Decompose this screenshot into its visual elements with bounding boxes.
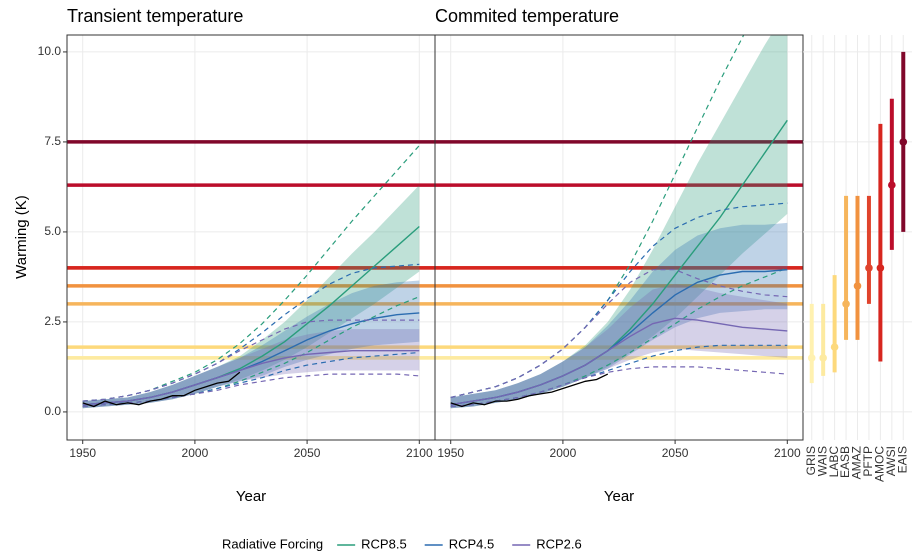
x-tick-label: 2050 <box>662 446 689 460</box>
uncertainty-band <box>82 185 420 409</box>
legend-label: RCP2.6 <box>536 536 582 551</box>
x-tick-label: 2000 <box>182 446 209 460</box>
median-line <box>450 317 788 406</box>
y-tick-label: 10.0 <box>38 44 62 58</box>
x-tick-label: 2100 <box>774 446 801 460</box>
legend-label: RCP8.5 <box>361 536 407 551</box>
x-tick-label: EASB <box>838 446 852 478</box>
x-tick-label: WAIS <box>815 446 829 476</box>
panel-title: Transient temperature <box>67 6 243 26</box>
panel-border <box>434 34 804 441</box>
uncertainty-band <box>450 222 788 409</box>
plot-area <box>435 35 803 409</box>
panel-title: Commited temperature <box>435 6 619 26</box>
median-line <box>82 350 420 406</box>
x-axis-label: Year <box>604 488 634 505</box>
x-axis-label: Year <box>236 488 266 505</box>
range-line <box>450 366 788 408</box>
x-tick-label: 2050 <box>294 446 321 460</box>
x-tick-label: PFTP <box>861 446 875 477</box>
uncertainty-band <box>450 35 788 409</box>
range-line <box>450 269 788 399</box>
x-tick-label: AMAZ <box>850 446 864 479</box>
y-tick-label: 2.5 <box>44 314 61 328</box>
x-tick-label: EAIS <box>895 446 909 473</box>
y-axis-label: Warming (K) <box>13 195 30 279</box>
x-tick-label: AWSI <box>884 446 898 476</box>
point <box>807 354 816 362</box>
point <box>899 138 908 146</box>
panel-background <box>435 35 803 440</box>
observed-line <box>82 371 241 408</box>
x-tick-label: 2100 <box>406 446 433 460</box>
point <box>888 181 896 189</box>
x-tick-label: 2000 <box>550 446 577 460</box>
point <box>842 300 850 308</box>
x-tick-label: GRIS <box>804 446 818 475</box>
point <box>853 282 862 290</box>
panel: 1950 2000 2050 2100 <box>434 34 804 460</box>
point <box>819 354 827 362</box>
y-tick-label: 0.0 <box>44 404 61 418</box>
y-tick-label: 5.0 <box>44 224 61 238</box>
legend-label: RCP4.5 <box>449 536 495 551</box>
plot-area <box>67 140 435 409</box>
point <box>876 264 885 272</box>
point <box>830 343 839 351</box>
x-tick-label: AMOC <box>873 446 887 482</box>
uncertainty-band <box>450 284 788 409</box>
x-tick-label: 1950 <box>437 446 464 460</box>
uncertainty-band <box>82 329 420 409</box>
observed-line <box>450 373 609 408</box>
range-line <box>82 319 420 402</box>
y-tick-label: 7.5 <box>44 134 61 148</box>
point <box>865 264 873 272</box>
x-tick-label: 1950 <box>69 446 96 460</box>
panel-background <box>67 35 435 440</box>
panel: 0.0 2.5 5.0 7.5 10.0 1950 2000 2050 2100 <box>38 34 436 460</box>
x-tick-label: LABC <box>827 446 841 478</box>
legend-title: Radiative Forcing <box>222 536 323 551</box>
uncertainty-band <box>82 280 420 409</box>
range-line <box>82 373 420 408</box>
